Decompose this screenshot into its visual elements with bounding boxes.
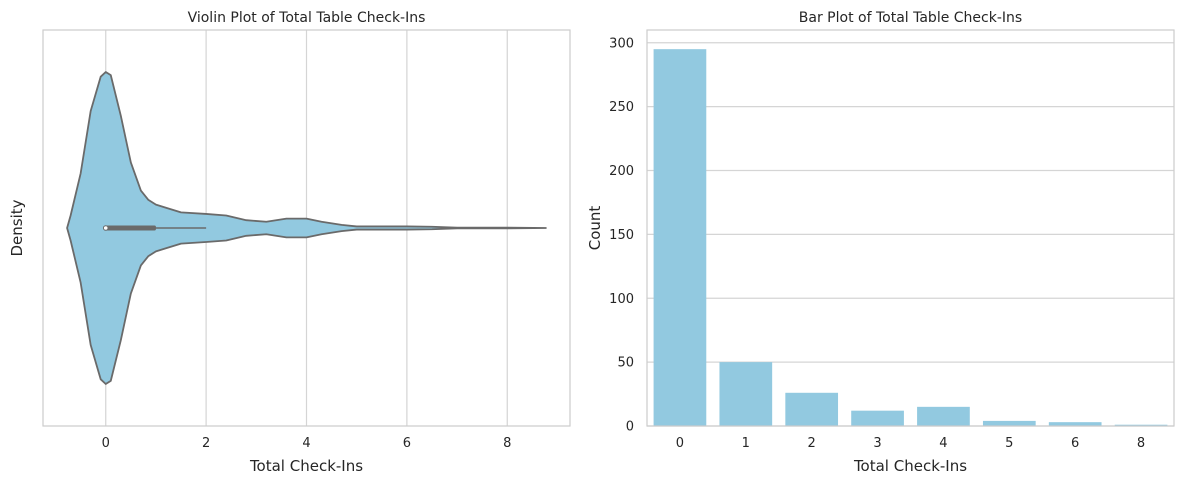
bar-x-tick: 6 xyxy=(1071,436,1079,451)
violin-title: Violin Plot of Total Table Check-Ins xyxy=(188,10,426,26)
violin-x-tick: 0 xyxy=(102,436,110,451)
violin-x-tick: 4 xyxy=(302,436,310,451)
bar-y-tick: 100 xyxy=(609,292,634,307)
violin-x-tick: 6 xyxy=(403,436,411,451)
bar-x-axis-label: Total Check-Ins xyxy=(853,457,967,475)
bar-y-tick: 150 xyxy=(609,228,634,243)
violin-body xyxy=(66,71,547,385)
bar-panel: 0 50 100 150 200 250 300 0 1 2 3 4 5 6 8 Bar Plot of … xyxy=(586,10,1175,475)
bar-2 xyxy=(785,392,839,426)
bar-3 xyxy=(851,410,904,426)
violin-inner-box xyxy=(102,225,207,231)
bar-y-tick: 0 xyxy=(626,420,634,435)
bar-title: Bar Plot of Total Table Check-Ins xyxy=(799,10,1022,26)
bar-x-tick: 1 xyxy=(742,436,750,451)
bar-0 xyxy=(653,49,707,427)
violin-x-tick: 2 xyxy=(202,436,210,451)
violin-x-tick-labels: 0 2 4 6 8 xyxy=(102,436,512,451)
violin-axes-frame xyxy=(42,29,571,427)
bar-8 xyxy=(1114,424,1168,426)
bar-y-tick: 300 xyxy=(609,36,634,51)
bar-1 xyxy=(719,362,773,426)
bar-6 xyxy=(1048,422,1102,426)
violin-x-tick: 8 xyxy=(503,436,511,451)
bar-y-tick: 200 xyxy=(609,164,634,179)
bar-5 xyxy=(982,420,1036,426)
bar-4 xyxy=(917,406,970,426)
bar-axes-frame xyxy=(646,29,1175,427)
bar-x-tick: 8 xyxy=(1137,436,1145,451)
bar-x-tick: 0 xyxy=(676,436,684,451)
bar-x-tick-labels: 0 1 2 3 4 5 6 8 xyxy=(676,436,1145,451)
violin-iqr-box xyxy=(105,225,156,231)
violin-x-axis-label: Total Check-Ins xyxy=(249,457,363,475)
bar-y-tick: 50 xyxy=(617,356,634,371)
violin-y-axis-label: Density xyxy=(8,199,26,256)
bar-y-tick-labels: 0 50 100 150 200 250 300 xyxy=(609,36,634,434)
bar-series xyxy=(653,49,1168,427)
bar-x-tick: 2 xyxy=(808,436,816,451)
bar-x-tick: 5 xyxy=(1005,436,1013,451)
violin-median-point xyxy=(102,225,109,231)
bar-y-axis-label: Count xyxy=(586,206,604,251)
bar-y-tick: 250 xyxy=(609,100,634,115)
bar-x-tick: 4 xyxy=(939,436,947,451)
bar-x-tick: 3 xyxy=(873,436,881,451)
violin-panel: 0 2 4 6 8 Violin Plot of Total Table Check-I… xyxy=(8,10,571,475)
